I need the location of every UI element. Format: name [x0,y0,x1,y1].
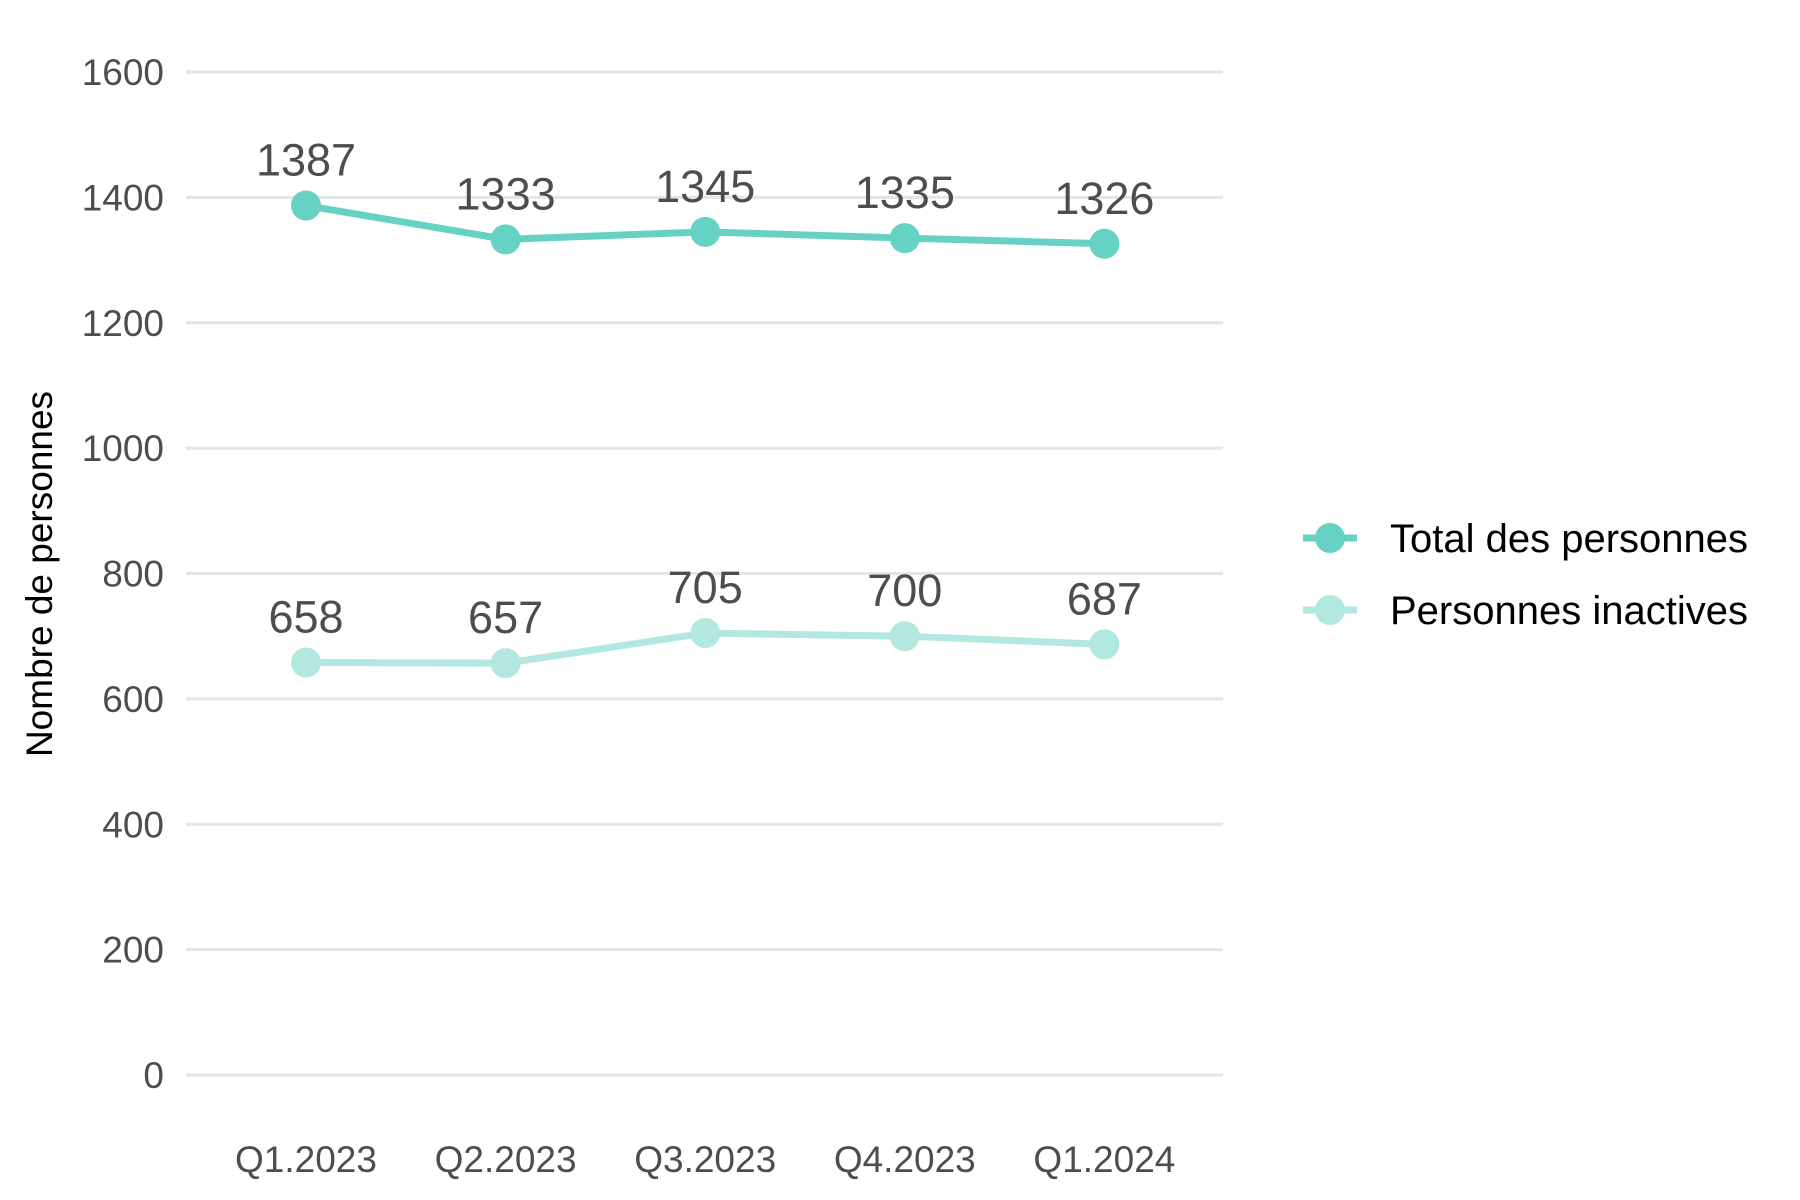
y-axis-title: Nombre de personnes [19,391,60,757]
legend: Total des personnes Personnes inactives [1303,517,1748,633]
y-tick-label: 1200 [82,303,164,344]
data-label: 1333 [456,168,556,219]
data-point [291,647,321,678]
data-point [690,618,721,649]
x-tick-label: Q3.2023 [634,1139,776,1180]
legend-marker [1315,523,1345,553]
legend-label: Personnes inactives [1390,589,1748,633]
y-tick-label: 1600 [82,52,164,93]
data-label: 658 [268,592,343,643]
data-point [490,648,521,679]
y-tick-label: 200 [102,930,164,971]
legend-item: Personnes inactives [1303,589,1748,633]
x-tick-label: Q1.2024 [1033,1139,1175,1180]
x-axis-ticks: Q1.2023 Q2.2023 Q3.2023 Q4.2023 Q1.2024 [235,1139,1175,1180]
data-point [1089,228,1120,259]
data-label: 705 [668,562,743,613]
data-point [889,223,920,254]
data-label: 1335 [855,167,955,218]
y-tick-label: 1400 [82,177,164,218]
y-tick-label: 600 [102,679,164,720]
series-1: 1387 1333 1345 1335 1326 [256,135,1154,259]
y-tick-label: 400 [102,804,164,845]
y-axis-ticks: 0 200 400 600 800 1000 1200 1400 1600 [82,52,164,1096]
data-point [889,621,920,652]
data-label: 1326 [1054,173,1154,224]
data-point [291,190,321,221]
x-tick-label: Q4.2023 [834,1139,976,1180]
y-tick-label: 1000 [82,428,164,469]
y-tick-label: 0 [143,1055,164,1096]
gridlines [186,70,1223,1077]
x-tick-label: Q2.2023 [435,1139,577,1180]
series-2: 658 657 705 700 687 [268,562,1142,679]
y-tick-label: 800 [102,554,164,595]
data-label: 700 [867,565,942,616]
data-point [1089,629,1120,660]
data-label: 1345 [655,161,755,212]
legend-marker [1315,595,1345,625]
legend-label: Total des personnes [1390,517,1748,561]
data-point [490,224,521,255]
x-tick-label: Q1.2023 [235,1139,377,1180]
data-point [690,216,721,247]
legend-item: Total des personnes [1303,517,1748,561]
data-label: 657 [468,592,543,643]
series-layer: 1387 1333 1345 1335 1326 658 657 705 700 687 [256,135,1154,679]
data-label: 1387 [256,135,356,186]
data-label: 687 [1067,573,1142,624]
